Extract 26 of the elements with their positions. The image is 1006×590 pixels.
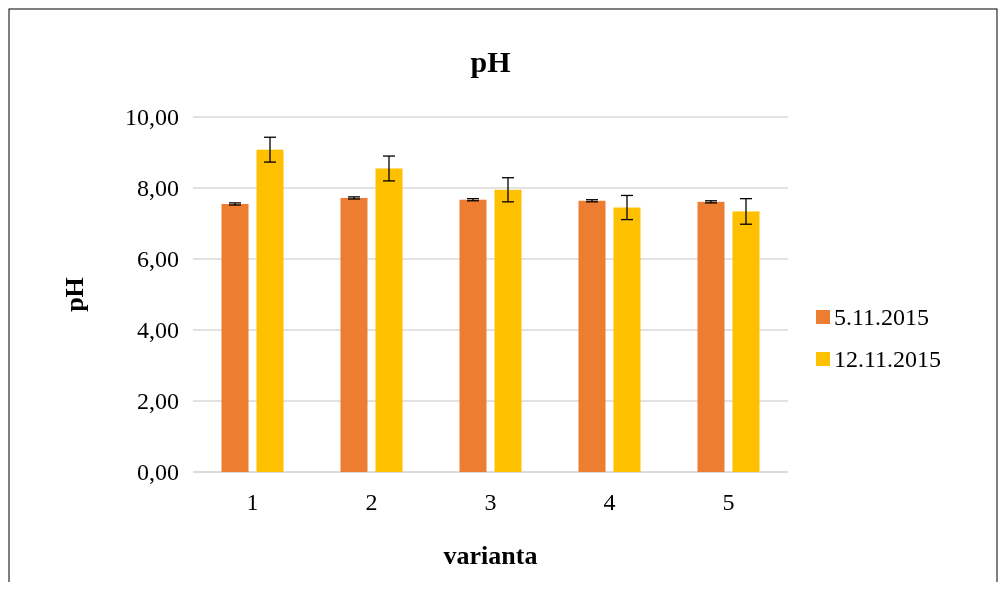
chart-title: pH	[470, 45, 511, 78]
x-tick-label: 2	[365, 489, 378, 515]
bar	[613, 207, 641, 472]
y-tick-label: 2,00	[137, 388, 179, 415]
bar	[732, 211, 760, 472]
bar	[256, 149, 284, 472]
y-axis-title: pH	[60, 277, 89, 312]
y-tick-label: 10,00	[125, 104, 179, 131]
bar	[578, 200, 606, 472]
bar	[697, 201, 725, 472]
bar	[375, 168, 403, 472]
x-axis-title: varianta	[443, 541, 538, 570]
legend-label: 12.11.2015	[834, 346, 942, 373]
y-tick-label: 0,00	[137, 459, 179, 486]
x-tick-label: 4	[603, 489, 616, 515]
x-tick-label: 5	[722, 489, 735, 515]
bar	[494, 189, 522, 472]
y-tick-label: 8,00	[137, 175, 179, 202]
bar	[221, 203, 249, 472]
x-tick-label: 1	[246, 489, 259, 515]
bar	[340, 197, 368, 472]
x-tick-label: 3	[484, 489, 497, 515]
bar	[459, 199, 487, 472]
y-tick-label: 4,00	[137, 317, 179, 344]
legend-label: 5.11.2015	[834, 304, 930, 331]
y-tick-label: 6,00	[137, 246, 179, 273]
